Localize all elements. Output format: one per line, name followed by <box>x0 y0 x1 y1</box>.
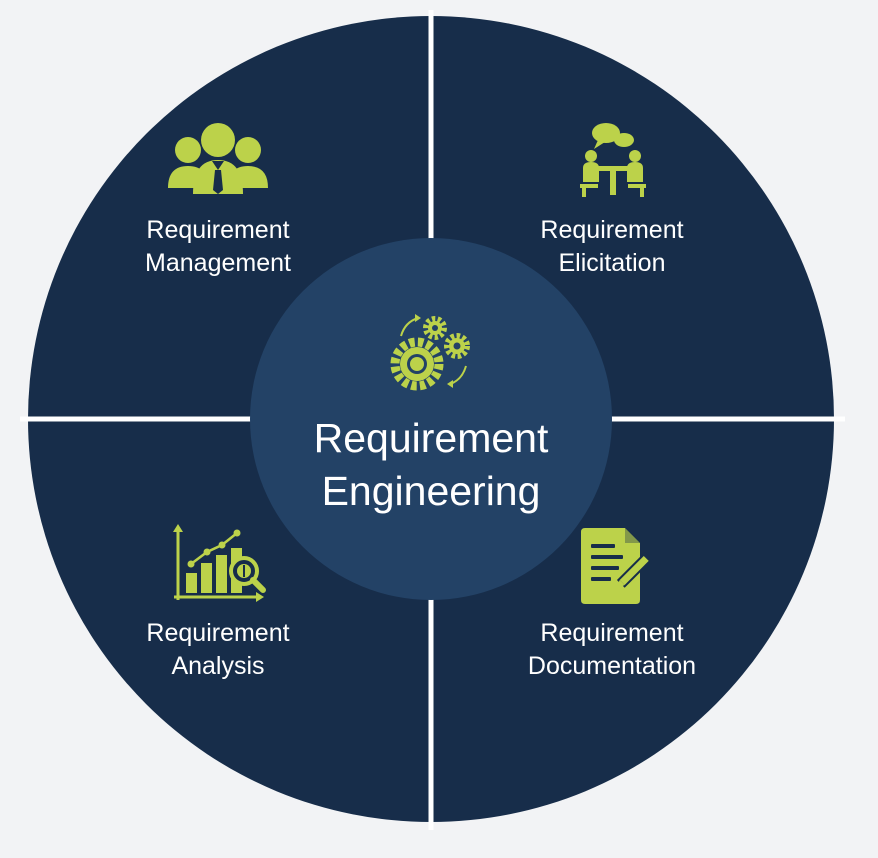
document-edit-icon <box>581 528 653 604</box>
center-title-line2: Engineering <box>322 468 541 514</box>
team-icon <box>168 123 268 194</box>
elicitation-label-line1: Requirement <box>540 216 683 244</box>
center-title-line1: Requirement <box>314 415 549 461</box>
management-label-line2: Management <box>145 249 291 277</box>
documentation-label-line2: Documentation <box>528 652 696 680</box>
analysis-label-line2: Analysis <box>171 652 264 680</box>
center-circle[interactable] <box>250 238 612 600</box>
analysis-chart-icon <box>173 524 266 602</box>
management-label-line1: Requirement <box>146 216 289 244</box>
meeting-icon <box>580 123 646 197</box>
gears-icon <box>390 314 470 391</box>
documentation-label-line1: Requirement <box>540 619 683 647</box>
analysis-label-line1: Requirement <box>146 619 289 647</box>
elicitation-label-line2: Elicitation <box>559 249 666 277</box>
